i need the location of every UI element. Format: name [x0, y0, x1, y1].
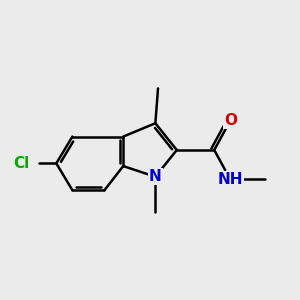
Text: Cl: Cl — [13, 156, 29, 171]
Text: O: O — [224, 113, 237, 128]
Text: NH: NH — [218, 172, 243, 187]
Text: N: N — [149, 169, 162, 184]
